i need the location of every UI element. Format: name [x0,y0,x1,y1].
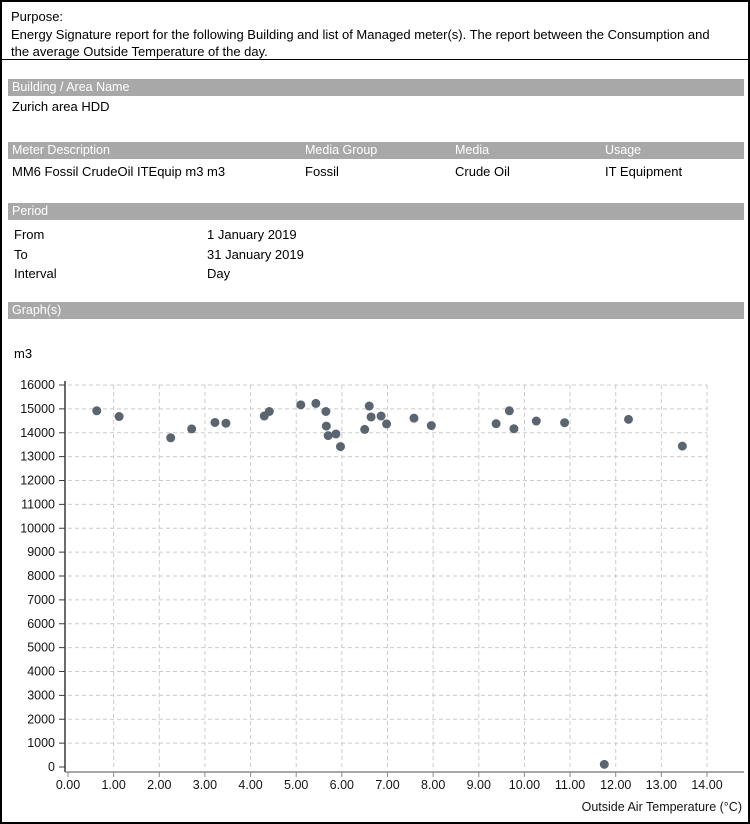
x-axis-title: Outside Air Temperature (°C) [581,800,742,814]
data-point [382,419,392,429]
x-tick-label: 7.00 [375,778,399,792]
period-interval-label: Interval [14,266,57,281]
meter-media-group-value: Fossil [305,164,339,179]
y-tick-label: 0 [48,760,55,774]
meter-header-usage: Usage [605,143,642,157]
graphs-section-header: Graph(s) [8,302,744,319]
y-tick-label: 3000 [27,688,55,702]
y-tick-label: 1000 [27,736,55,750]
data-point [321,421,331,431]
period-from-label: From [14,227,45,242]
data-point [296,400,306,410]
period-to-value: 31 January 2019 [207,247,304,262]
meter-header-media-group: Media Group [305,143,378,157]
data-point [114,412,124,422]
meter-header-media: Media [455,143,490,157]
data-point [187,424,197,434]
y-tick-label: 13000 [20,450,55,464]
y-tick-label: 8000 [27,569,55,583]
period-section-title: Period [12,204,49,218]
building-name: Zurich area HDD [12,99,110,114]
y-tick-label: 11000 [21,497,55,511]
period-from-value: 1 January 2019 [207,227,297,242]
building-section-title: Building / Area Name [12,80,130,94]
data-point [311,398,321,408]
energy-signature-scatter-chart: 0 1000 2000 3000 4000 5000 6000 7000 8000 9000 100… [20,378,744,792]
meter-table-header-row: Meter Description Media Group Media Usag… [8,142,744,159]
x-tick-label: 9.00 [467,778,491,792]
period-to-label: To [14,247,28,262]
data-point [321,407,331,417]
data-point [426,421,436,431]
period-section-header: Period [8,203,744,220]
data-point [331,429,341,439]
y-tick-label: 7000 [27,593,55,607]
data-point [364,401,374,411]
x-tick-label: 13.00 [646,778,677,792]
purpose-label: Purpose: [11,9,64,24]
data-point [221,418,231,428]
data-point [509,424,519,434]
y-tick-label: 2000 [27,712,55,726]
data-point [92,406,102,416]
data-point [491,419,501,429]
x-tick-label: 10.00 [509,778,540,792]
data-point [599,759,609,769]
period-interval-value: Day [207,266,231,281]
data-point [335,442,345,452]
x-tick-label: 6.00 [330,778,354,792]
meter-description-value: MM6 Fossil CrudeOil ITEquip m3 m3 [12,164,226,179]
x-tick-label: 1.00 [101,778,125,792]
x-tick-label: 5.00 [284,778,308,792]
y-tick-label: 12000 [20,474,55,488]
y-tick-label: 6000 [27,617,55,631]
data-point [323,431,333,441]
data-point [560,418,570,428]
building-section-header: Building / Area Name [8,79,744,96]
data-point [531,416,541,426]
x-tick-label: 11.00 [555,778,585,792]
data-point [210,417,220,427]
y-tick-label: 10000 [20,521,55,535]
x-tick-label: 14.00 [691,778,722,792]
y-tick-label: 4000 [27,665,55,679]
y-tick-label: 16000 [20,378,55,392]
purpose-text: Energy Signature report for the followin… [11,27,710,59]
y-tick-label: 14000 [20,426,55,440]
data-point [677,441,687,451]
x-tick-label: 4.00 [238,778,262,792]
graphs-section-title: Graph(s) [12,303,62,317]
x-tick-label: 2.00 [147,778,171,792]
data-point [366,412,376,422]
data-point [264,407,274,417]
x-tick-label: 12.00 [600,778,631,792]
meter-usage-value: IT Equipment [605,164,683,179]
y-tick-label: 9000 [27,545,55,559]
data-point [360,424,370,434]
meter-media-value: Crude Oil [455,164,510,179]
data-point [166,433,176,443]
data-point [623,414,633,424]
data-point [409,413,419,423]
x-tick-label: 0.00 [56,778,80,792]
meter-header-description: Meter Description [12,143,110,157]
x-tick-label: 8.00 [421,778,445,792]
chart-unit-label: m3 [14,346,33,361]
x-tick-label: 3.00 [193,778,217,792]
section-divider [2,59,748,60]
data-point [376,411,386,421]
y-tick-label: 15000 [20,402,55,416]
y-tick-label: 5000 [27,641,55,655]
data-point [504,406,514,416]
